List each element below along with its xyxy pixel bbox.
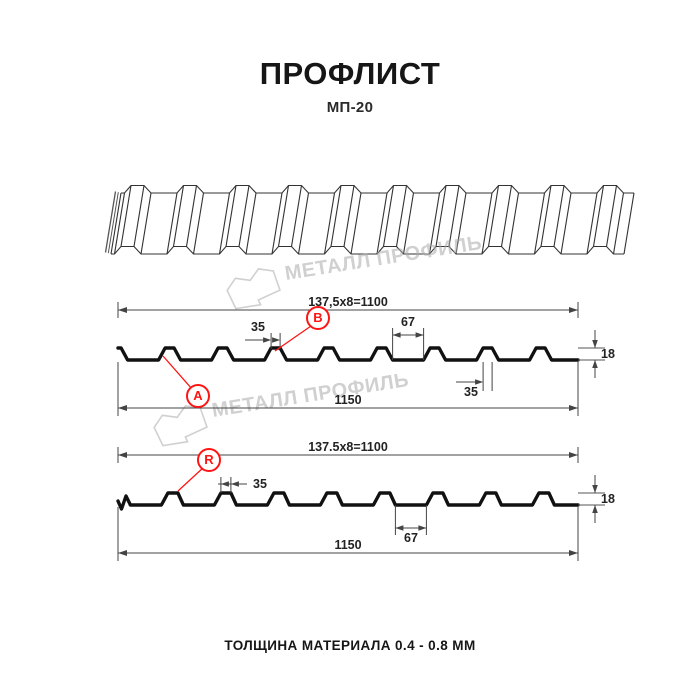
svg-text:R: R: [204, 452, 214, 467]
svg-text:137.5x8=1100: 137.5x8=1100: [308, 440, 388, 454]
svg-text:67: 67: [404, 531, 418, 545]
svg-text:1150: 1150: [334, 538, 361, 552]
svg-text:18: 18: [601, 492, 615, 506]
svg-text:35: 35: [253, 477, 267, 491]
